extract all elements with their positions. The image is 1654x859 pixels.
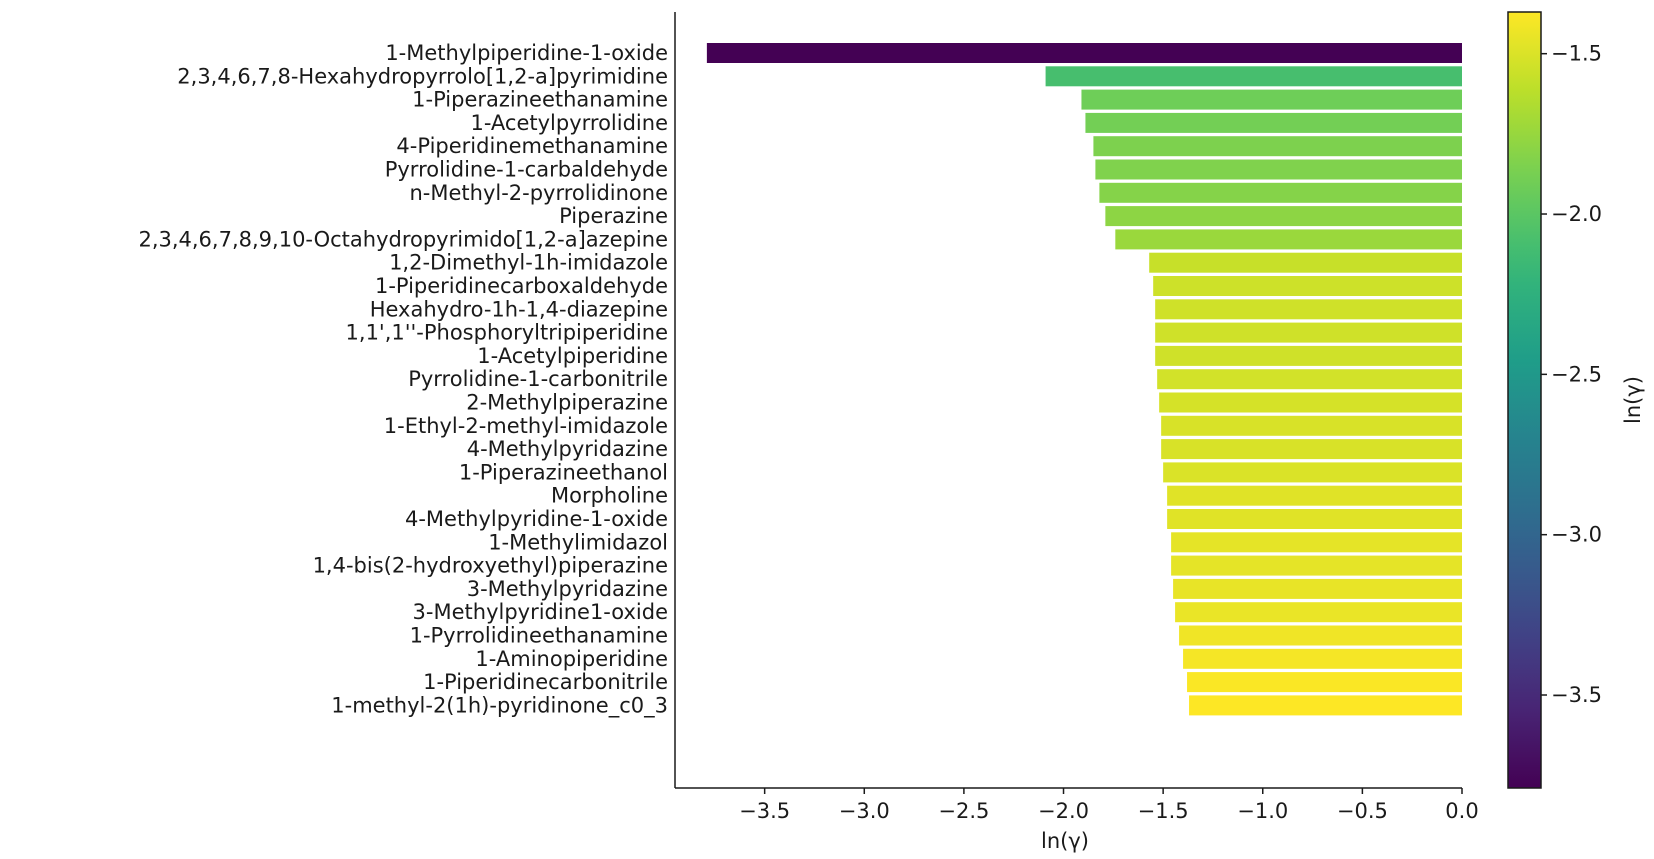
bar — [1159, 392, 1462, 413]
category-label: 1-Methylimidazol — [488, 530, 668, 554]
bar — [1189, 695, 1462, 716]
x-axis-label: ln(γ) — [1041, 829, 1089, 853]
x-axis-ticks: −3.5 −3.0 −2.5 −2.0 −1.5 −1.0 −0.5 0.0 — [739, 788, 1479, 823]
category-label: 2,3,4,6,7,8-Hexahydropyrrolo[1,2-a]pyrim… — [177, 64, 668, 88]
x-tick-label: −3.0 — [839, 799, 890, 823]
bar — [1171, 555, 1462, 576]
bar — [1085, 112, 1462, 133]
category-label: 1,2-Dimethyl-1h-imidazole — [389, 251, 668, 275]
category-label: 1-Piperidinecarboxaldehyde — [375, 274, 668, 298]
bar — [1173, 578, 1462, 599]
bar — [1167, 509, 1462, 529]
category-label: 1-Piperazineethanol — [459, 460, 668, 484]
category-label: 4-Methylpyridazine — [467, 437, 668, 461]
bar — [1099, 182, 1462, 203]
axes — [674, 12, 1462, 789]
bar — [1081, 89, 1462, 110]
category-label: 1-Acetylpiperidine — [477, 344, 668, 368]
bar — [1149, 252, 1462, 273]
bar — [1045, 66, 1462, 87]
colorbar-tick-label: −1.5 — [1551, 42, 1602, 66]
x-tick-label: −1.5 — [1138, 799, 1189, 823]
category-labels: 1-Methylpiperidine-1-oxide2,3,4,6,7,8-He… — [138, 41, 668, 718]
x-tick-label: −2.0 — [1038, 799, 1089, 823]
category-label: n-Methyl-2-pyrrolidinone — [409, 181, 668, 205]
x-tick-label: −0.5 — [1337, 799, 1388, 823]
colorbar-tick-label: −3.5 — [1551, 683, 1602, 707]
bar — [1155, 299, 1462, 320]
category-label: 1-Piperidinecarbonitrile — [423, 670, 668, 694]
bar — [1171, 532, 1462, 553]
colorbar-tick-label: −2.5 — [1551, 362, 1602, 386]
category-label: 3-Methylpyridine1-oxide — [413, 600, 668, 624]
category-label: 1-Aminopiperidine — [475, 647, 668, 671]
category-label: 3-Methylpyridazine — [467, 577, 668, 601]
category-label: Hexahydro-1h-1,4-diazepine — [370, 297, 668, 321]
category-label: 1,1',1''-Phosphoryltripiperidine — [346, 321, 668, 345]
bar — [1161, 439, 1462, 460]
bar — [706, 43, 1462, 63]
bar — [1115, 229, 1462, 250]
category-label: 1-Acetylpyrrolidine — [470, 111, 668, 135]
colorbar-tick-label: −3.0 — [1551, 523, 1602, 547]
x-tick-label: −2.5 — [938, 799, 989, 823]
category-label: 1-Piperazineethanamine — [412, 88, 668, 112]
bar — [1153, 276, 1462, 296]
category-label: 4-Methylpyridine-1-oxide — [405, 507, 668, 531]
category-label: Piperazine — [559, 204, 668, 228]
category-label: 1-methyl-2(1h)-pyridinone_c0_3 — [331, 693, 668, 718]
category-label: 1-Ethyl-2-methyl-imidazole — [384, 414, 668, 438]
bar — [1187, 672, 1462, 693]
category-label: Pyrrolidine-1-carbaldehyde — [385, 158, 668, 182]
colorbar-ticks: −1.5 −2.0 −2.5 −3.0 −3.5 — [1541, 42, 1602, 707]
x-tick-label: −1.0 — [1237, 799, 1288, 823]
bar — [1157, 369, 1462, 390]
bar — [1155, 322, 1462, 343]
bar — [1163, 462, 1462, 483]
bar — [1161, 415, 1462, 436]
bar — [1105, 206, 1462, 227]
category-label: 4-Piperidinemethanamine — [396, 134, 668, 158]
bar — [1095, 159, 1462, 180]
colorbar-gradient — [1507, 11, 1542, 789]
category-label: Pyrrolidine-1-carbonitrile — [408, 367, 668, 391]
category-label: Morpholine — [551, 484, 668, 508]
bar — [1155, 345, 1462, 366]
x-tick-label: 0.0 — [1445, 799, 1478, 823]
category-label: 1-Pyrrolidineethanamine — [410, 624, 668, 648]
category-label: 1-Methylpiperidine-1-oxide — [385, 41, 668, 65]
category-label: 2,3,4,6,7,8,9,10-Octahydropyrimido[1,2-a… — [138, 227, 668, 251]
category-label: 2-Methylpiperazine — [466, 391, 668, 415]
bar — [1093, 136, 1462, 157]
bar — [1167, 485, 1462, 506]
colorbar-label: ln(γ) — [1621, 376, 1645, 424]
category-label: 1,4-bis(2-hydroxyethyl)piperazine — [313, 554, 668, 578]
colorbar-tick-label: −2.0 — [1551, 202, 1602, 226]
bar — [1183, 648, 1462, 669]
bars-layer — [706, 43, 1462, 716]
colorbar: −1.5 −2.0 −2.5 −3.0 −3.5 ln(γ) — [1507, 11, 1645, 789]
bar — [1179, 625, 1462, 646]
x-tick-label: −3.5 — [739, 799, 790, 823]
bar — [1175, 602, 1462, 623]
